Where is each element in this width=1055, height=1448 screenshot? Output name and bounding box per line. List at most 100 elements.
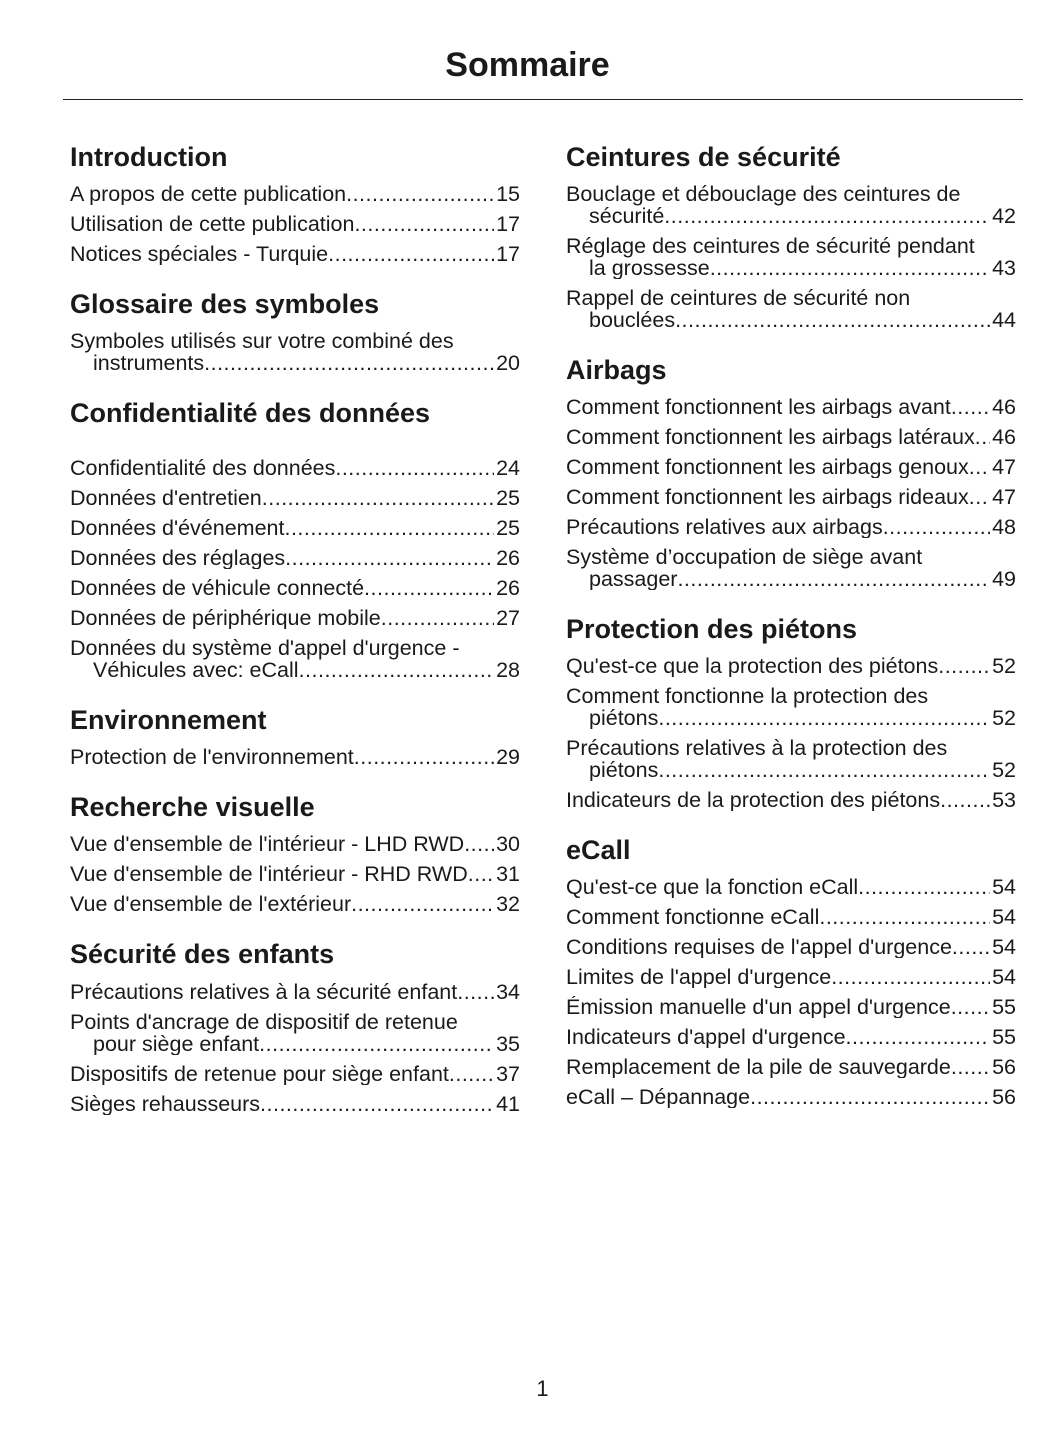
entry-page: 46 — [990, 396, 1016, 419]
entry-page: 46 — [990, 426, 1016, 449]
toc-column: Ceintures de sécurité Bouclage et déboucl… — [566, 140, 1016, 1130]
toc-entry[interactable]: Réglage des ceintures de sécurité pendan… — [566, 235, 1016, 280]
toc-entry[interactable]: Rappel de ceintures de sécurité non bouc… — [566, 287, 1016, 332]
entry-page: 55 — [990, 996, 1016, 1019]
entry-title: eCall – Dépannage — [566, 1086, 751, 1109]
toc-entry[interactable]: Utilisation de cette publication 17 — [70, 213, 520, 236]
toc-entry[interactable]: Précautions relatives aux airbags 48 — [566, 516, 1016, 539]
toc-section: Protection des piétons Qu'est-ce que la p… — [566, 612, 1016, 812]
entry-page: 34 — [494, 980, 520, 1003]
entry-page: 48 — [990, 516, 1016, 539]
toc-entry[interactable]: Comment fonctionnent les airbags latérau… — [566, 426, 1016, 449]
entry-title: Données du système d'appel d'urgence - V… — [70, 637, 460, 682]
entry-title: Protection de l'environnement — [70, 746, 354, 769]
toc-entry[interactable]: Qu'est-ce que la fonction eCall 54 — [566, 876, 1016, 899]
toc-entry[interactable]: Comment fonctionnent les airbags avant 46 — [566, 396, 1016, 419]
entry-title: Données de périphérique mobile — [70, 607, 381, 630]
toc-entry[interactable]: Données de véhicule connecté 26 — [70, 577, 520, 600]
toc-section: Confidentialité des données Confidentiali… — [70, 396, 520, 682]
toc-entry[interactable]: eCall – Dépannage 56 — [566, 1086, 1016, 1109]
entry-page: 17 — [494, 213, 520, 236]
entry-page: 54 — [990, 966, 1016, 989]
toc-entry[interactable]: Comment fonctionnent les airbags rideaux… — [566, 486, 1016, 509]
toc-section: Introduction A propos de cette publicatio… — [70, 140, 520, 266]
toc-entry[interactable]: Comment fonctionnent les airbags genoux 4… — [566, 456, 1016, 479]
entry-title: Comment fonctionne la protection des pié… — [566, 685, 929, 730]
entry-title: Vue d'ensemble de l'intérieur - RHD RWD — [70, 863, 468, 886]
toc-entry[interactable]: Précautions relatives à la protection de… — [566, 737, 1016, 782]
toc-entry[interactable]: Indicateurs de la protection des piétons… — [566, 789, 1016, 812]
entry-page: 52 — [990, 655, 1016, 678]
entry-page: 29 — [494, 746, 520, 769]
toc-entry[interactable]: Qu'est-ce que la protection des piétons 5… — [566, 655, 1016, 678]
entry-page: 31 — [494, 863, 520, 886]
toc-entry[interactable]: Système d’occupation de siège avant pass… — [566, 546, 1016, 591]
toc-entry[interactable]: A propos de cette publication 15 — [70, 183, 520, 206]
toc-entry[interactable]: Bouclage et débouclage des ceintures de … — [566, 183, 1016, 228]
toc-entry[interactable]: Protection de l'environnement 29 — [70, 746, 520, 769]
toc-entry[interactable]: Comment fonctionne eCall 54 — [566, 906, 1016, 929]
toc-section: Airbags Comment fonctionnent les airbags … — [566, 353, 1016, 591]
toc-entry[interactable]: Données des réglages 26 — [70, 547, 520, 570]
toc-entry[interactable]: Dispositifs de retenue pour siège enfant… — [70, 1062, 520, 1085]
page-number: 1 — [536, 1376, 549, 1401]
entry-page: 52 — [990, 758, 1016, 782]
entry-title: Limites de l'appel d'urgence — [566, 966, 832, 989]
toc-entry[interactable]: Vue d'ensemble de l'extérieur 32 — [70, 893, 520, 916]
section-heading: Confidentialité des données — [70, 398, 431, 429]
entry-page: 47 — [990, 456, 1016, 479]
entry-title: Données d'entretien — [70, 487, 262, 510]
entry-page: 44 — [990, 308, 1016, 332]
toc-entry[interactable]: Limites de l'appel d'urgence 54 — [566, 966, 1016, 989]
toc-entry[interactable]: Vue d'ensemble de l'intérieur - LHD RWD 3… — [70, 833, 520, 856]
toc-entry[interactable]: Confidentialité des données 24 — [70, 457, 520, 480]
entry-page: 56 — [990, 1086, 1016, 1109]
entry-page: 42 — [990, 204, 1016, 228]
entry-page: 54 — [990, 936, 1016, 959]
toc-entry[interactable]: Notices spéciales - Turquie 17 — [70, 243, 520, 266]
toc-section: Glossaire des symboles Symboles utilisés … — [70, 287, 520, 375]
toc-entry[interactable]: Comment fonctionne la protection des pié… — [566, 685, 1016, 730]
toc-entry[interactable]: Conditions requises de l'appel d'urgence… — [566, 936, 1016, 959]
toc-entry[interactable]: Points d'ancrage de dispositif de retenu… — [70, 1011, 520, 1055]
entry-title: Précautions relatives à la sécurité enfa… — [70, 980, 458, 1003]
entry-title: Comment fonctionnent les airbags genoux — [566, 456, 969, 479]
entry-title: Réglage des ceintures de sécurité pendan… — [566, 235, 975, 280]
entry-title: Points d'ancrage de dispositif de retenu… — [70, 1010, 458, 1055]
entry-title: Sièges rehausseurs — [70, 1092, 261, 1115]
toc-entry[interactable]: Données du système d'appel d'urgence - V… — [70, 637, 520, 682]
entry-title: Indicateurs de la protection des piétons — [566, 789, 941, 812]
toc-entry[interactable]: Précautions relatives à la sécurité enfa… — [70, 980, 520, 1003]
section-heading: Airbags — [566, 355, 667, 386]
toc-entry[interactable]: Symboles utilisés sur votre combiné des … — [70, 330, 520, 375]
entry-page: 43 — [990, 256, 1016, 280]
entry-title: Système d’occupation de siège avant pass… — [566, 546, 923, 591]
toc-section: Environnement Protection de l'environneme… — [70, 703, 520, 769]
section-heading: Environnement — [70, 705, 267, 736]
entry-page: 41 — [494, 1092, 520, 1115]
toc-entry[interactable]: Émission manuelle d'un appel d'urgence 55 — [566, 996, 1016, 1019]
entry-page: 24 — [494, 457, 520, 480]
entry-page: 25 — [494, 487, 520, 510]
entry-title: Qu'est-ce que la fonction eCall — [566, 876, 859, 899]
entry-page: 49 — [990, 567, 1016, 591]
entry-title: Indicateurs d'appel d'urgence — [566, 1026, 846, 1049]
toc-entry[interactable]: Données d'événement 25 — [70, 517, 520, 540]
toc-entry[interactable]: Indicateurs d'appel d'urgence 55 — [566, 1026, 1016, 1049]
entry-page: 17 — [494, 243, 520, 266]
entry-title: Dispositifs de retenue pour siège enfant — [70, 1062, 449, 1085]
entry-title: Conditions requises de l'appel d'urgence — [566, 936, 952, 959]
toc-entry[interactable]: Remplacement de la pile de sauvegarde 56 — [566, 1056, 1016, 1079]
toc-entry[interactable]: Données de périphérique mobile 27 — [70, 607, 520, 630]
entry-page: 26 — [494, 577, 520, 600]
toc-entry[interactable]: Vue d'ensemble de l'intérieur - RHD RWD 3… — [70, 863, 520, 886]
entry-page: 26 — [494, 547, 520, 570]
entry-title: Émission manuelle d'un appel d'urgence — [566, 996, 951, 1019]
toc-entry[interactable]: Sièges rehausseurs 41 — [70, 1092, 520, 1115]
section-heading: Introduction — [70, 142, 228, 172]
toc-entry[interactable]: Données d'entretien 25 — [70, 487, 520, 510]
entry-page: 55 — [990, 1026, 1016, 1049]
entry-page: 35 — [494, 1031, 520, 1055]
